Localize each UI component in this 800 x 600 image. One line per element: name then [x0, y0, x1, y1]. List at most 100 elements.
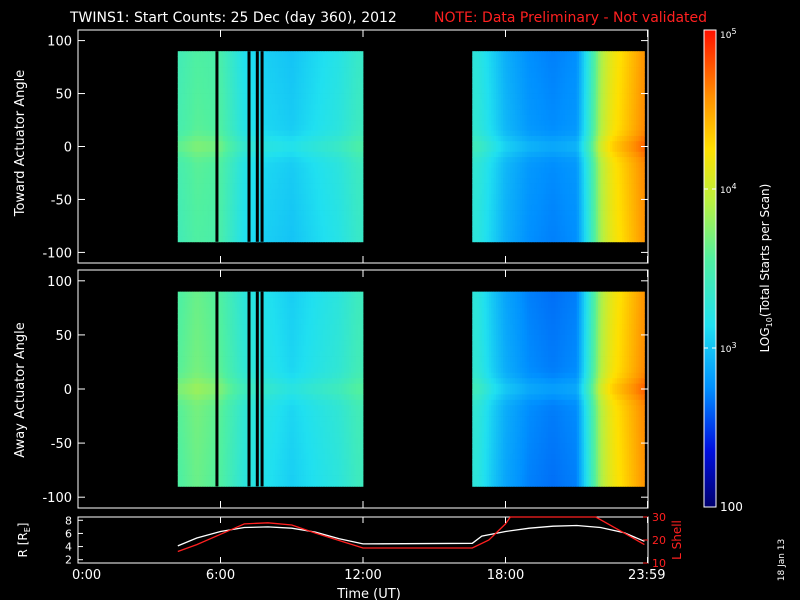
heatmap-cell — [541, 98, 544, 105]
heatmap-cell — [265, 188, 269, 195]
heatmap-cell — [341, 162, 345, 169]
heatmap-cell — [545, 72, 549, 79]
heatmap-cell — [536, 98, 540, 105]
heatmap-cell — [263, 225, 267, 232]
heatmap-cell — [275, 146, 278, 153]
heatmap-cell — [282, 210, 286, 216]
heatmap-cell — [277, 56, 281, 63]
heatmap-cell — [477, 56, 480, 63]
heatmap-cell — [294, 236, 297, 243]
heatmap-cell — [602, 172, 606, 179]
heatmap-cell — [498, 183, 502, 190]
heatmap-cell — [189, 162, 193, 169]
heatmap-cell — [313, 56, 316, 63]
heatmap-cell — [279, 82, 283, 89]
heatmap-cell — [607, 82, 611, 89]
heatmap-cell — [602, 178, 606, 184]
heatmap-cell — [225, 183, 229, 190]
heatmap-cell — [524, 167, 528, 174]
heatmap-cell — [600, 210, 604, 216]
heatmap-cell — [313, 172, 316, 179]
heatmap-cell — [588, 188, 592, 195]
heatmap-cell — [557, 61, 561, 68]
heatmap-cell — [196, 220, 200, 227]
heatmap-cell — [277, 236, 281, 243]
heatmap-cell — [270, 61, 274, 68]
heatmap-cell — [574, 220, 578, 227]
heatmap-cell — [534, 77, 537, 84]
heatmap-cell — [263, 231, 267, 237]
heatmap-cell — [218, 167, 221, 174]
heatmap-cell — [272, 114, 276, 121]
heatmap-cell — [481, 120, 485, 126]
heatmap-cell — [284, 236, 288, 243]
heatmap-cell — [270, 109, 274, 116]
heatmap-cell — [600, 162, 604, 169]
heatmap-cell — [593, 225, 597, 232]
heatmap-cell — [607, 220, 611, 227]
heatmap-cell — [329, 77, 333, 84]
heatmap-cell — [572, 56, 575, 63]
heatmap-cell — [610, 167, 613, 174]
heatmap-cell — [555, 220, 559, 227]
heatmap-cell — [526, 109, 530, 116]
heatmap-cell — [581, 225, 585, 232]
heatmap-cell — [488, 172, 492, 179]
heatmap-cell — [512, 146, 516, 153]
heatmap-cell — [481, 130, 485, 137]
heatmap-cell — [291, 225, 295, 232]
heatmap-cell — [189, 72, 193, 79]
heatmap-cell — [598, 88, 601, 94]
heatmap-cell — [550, 82, 554, 89]
heatmap-cell — [588, 77, 592, 84]
heatmap-cell — [574, 82, 578, 89]
heatmap-cell — [534, 88, 537, 94]
heatmap-cell — [583, 109, 587, 116]
heatmap-cell — [602, 56, 606, 63]
heatmap-cell — [329, 215, 333, 222]
heatmap-cell — [277, 220, 281, 227]
heatmap-cell — [294, 72, 297, 79]
heatmap-cell — [598, 236, 601, 243]
heatmap-cell — [543, 98, 547, 105]
heatmap-cell — [329, 56, 333, 63]
heatmap-cell — [265, 114, 269, 121]
heatmap-cell — [344, 82, 347, 89]
heatmap-cell — [555, 167, 559, 174]
heatmap-cell — [595, 135, 599, 142]
heatmap-cell — [301, 77, 305, 84]
heatmap-cell — [348, 204, 352, 211]
heatmap-cell — [282, 157, 286, 163]
heatmap-cell — [500, 215, 504, 222]
heatmap-cell — [529, 77, 533, 84]
heatmap-cell — [344, 188, 347, 195]
heatmap-cell — [336, 51, 340, 57]
heatmap-cell — [510, 82, 514, 89]
heatmap-cell — [268, 104, 271, 110]
heatmap-cell — [593, 56, 597, 63]
heatmap-cell — [184, 88, 188, 94]
heatmap-cell — [211, 56, 214, 63]
heatmap-cell — [569, 225, 573, 232]
heatmap-cell — [187, 125, 191, 132]
heatmap-cell — [472, 141, 476, 147]
heatmap-cell — [536, 67, 540, 73]
heatmap-cell — [306, 178, 309, 184]
heatmap-cell — [595, 141, 599, 147]
heatmap-cell — [488, 120, 492, 126]
heatmap-cell — [322, 61, 326, 68]
heatmap-cell — [313, 114, 316, 121]
heatmap-cell — [538, 82, 542, 89]
heatmap-cell — [564, 135, 568, 142]
heatmap-cell — [524, 67, 528, 73]
heatmap-cell — [227, 167, 231, 174]
heatmap-cell — [519, 98, 523, 105]
heatmap-cell — [612, 215, 616, 222]
heatmap-cell — [284, 231, 288, 237]
heatmap-cell — [263, 120, 267, 126]
heatmap-cell — [360, 220, 364, 227]
heatmap-cell — [612, 236, 616, 243]
heatmap-cell — [496, 236, 499, 243]
heatmap-cell — [553, 162, 556, 169]
heatmap-cell — [512, 67, 516, 73]
